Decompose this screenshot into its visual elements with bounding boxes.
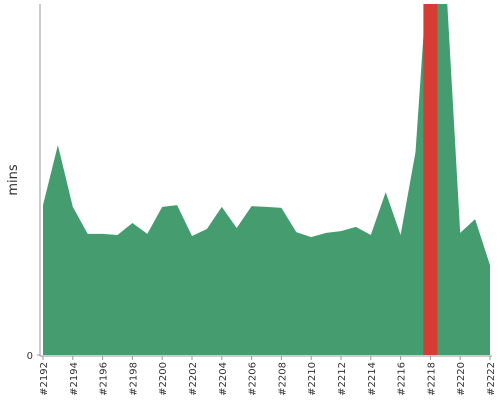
x-tick-label: #2192 <box>39 362 50 396</box>
x-tick-label: #2194 <box>69 362 80 396</box>
x-tick-label: #2216 <box>397 362 408 396</box>
x-tick-label: #2210 <box>307 362 318 396</box>
y-tick-label: 0 <box>27 351 33 362</box>
plot-area <box>43 4 490 355</box>
x-tick-label: #2200 <box>158 362 169 396</box>
x-tick-label: #2220 <box>456 362 467 396</box>
x-tick-label: #2198 <box>128 362 139 396</box>
highlight-bar <box>423 4 438 355</box>
y-axis-label: mins <box>6 164 21 196</box>
x-tick-label: #2206 <box>248 362 259 396</box>
x-tick-label: #2208 <box>277 362 288 396</box>
x-tick-label: #2218 <box>426 362 437 396</box>
area <box>43 4 490 355</box>
x-tick-label: #2204 <box>218 362 229 396</box>
x-tick-label: #2214 <box>367 362 378 396</box>
x-tick-label: #2212 <box>337 362 348 396</box>
x-tick-label: #2222 <box>486 362 497 396</box>
x-tick-label: #2202 <box>188 362 199 396</box>
x-tick-label: #2196 <box>99 362 110 396</box>
